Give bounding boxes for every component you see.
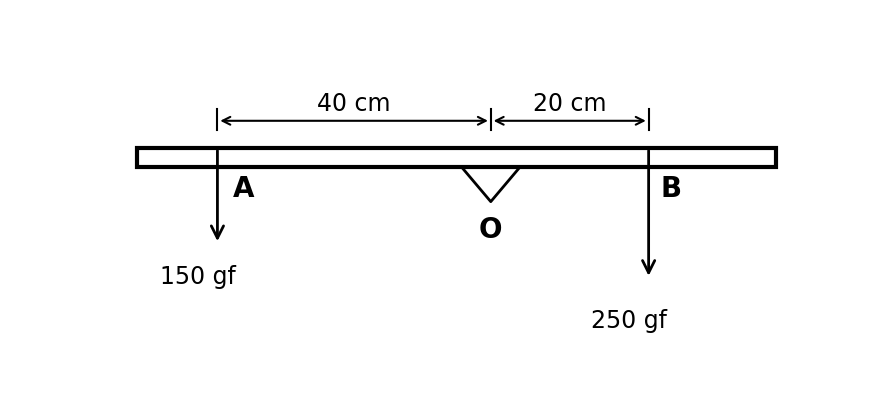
Text: 150 gf: 150 gf [159, 265, 236, 289]
Text: 20 cm: 20 cm [533, 92, 606, 116]
Text: O: O [479, 216, 503, 243]
Text: 40 cm: 40 cm [318, 92, 391, 116]
Text: B: B [660, 175, 682, 203]
Bar [136, 148, 776, 167]
Text: A: A [233, 175, 255, 203]
Text: 250 gf: 250 gf [591, 309, 667, 333]
